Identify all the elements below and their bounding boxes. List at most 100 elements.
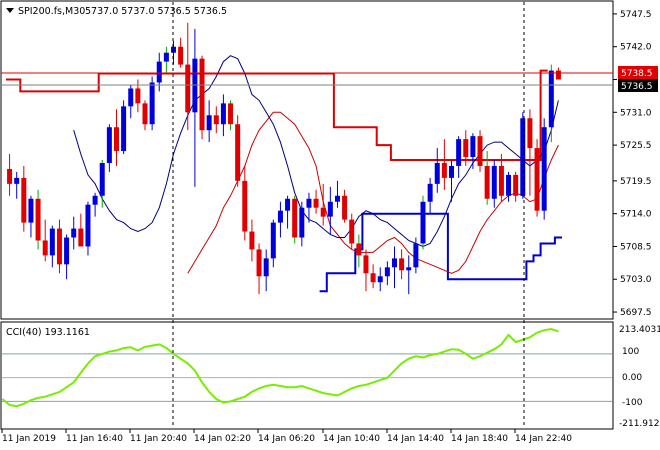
candle-body xyxy=(534,148,540,211)
candle xyxy=(484,151,490,205)
candle xyxy=(506,171,512,202)
price-pane[interactable] xyxy=(0,0,614,320)
candle xyxy=(456,136,462,178)
candle-body xyxy=(206,115,212,131)
price-tag-bid: 5738.5 xyxy=(618,66,658,79)
candle-body xyxy=(185,64,191,113)
time-axis-label: 14 Jan 10:40 xyxy=(323,434,380,444)
candle xyxy=(327,186,333,235)
time-axis-label: 14 Jan 14:40 xyxy=(387,434,444,444)
candle xyxy=(163,46,169,74)
candle-body xyxy=(299,207,305,238)
candle-body xyxy=(113,127,119,152)
candle-body xyxy=(213,115,219,125)
candle xyxy=(206,100,212,143)
candle-body xyxy=(399,258,405,271)
candle-body xyxy=(527,118,533,149)
candle-body xyxy=(292,198,298,238)
candle xyxy=(306,192,312,223)
candle xyxy=(171,40,177,65)
slow-moving-average xyxy=(187,111,559,274)
cci-level-0-label: 0.00 xyxy=(622,373,642,383)
session-separators xyxy=(172,2,525,428)
price-axis-label: 5731.0 xyxy=(620,108,652,118)
candle xyxy=(142,100,148,131)
candle-body xyxy=(441,162,447,178)
candle xyxy=(178,37,184,68)
candle xyxy=(199,55,205,140)
candle xyxy=(228,100,234,131)
price-axis-label: 5747.5 xyxy=(620,10,652,20)
candle xyxy=(263,249,269,292)
time-axis-label: 11 Jan 20:40 xyxy=(130,434,187,444)
candle-body xyxy=(220,103,226,125)
candle-body xyxy=(513,174,519,196)
candle-body xyxy=(342,195,348,220)
candle-body xyxy=(541,127,547,211)
price-axis-label: 5703.0 xyxy=(620,275,652,285)
candle-body xyxy=(242,180,248,232)
candle-body xyxy=(21,177,27,223)
candle xyxy=(427,177,433,214)
candle-body xyxy=(449,165,455,178)
candle xyxy=(92,192,98,217)
time-axis-label: 14 Jan 22:40 xyxy=(515,434,572,444)
candle-body xyxy=(228,103,234,125)
candle-body xyxy=(28,198,34,223)
candle xyxy=(491,160,497,208)
time-axis: 11 Jan 2019 11 Jan 16:40 11 Jan 20:40 14 Ja… xyxy=(1,429,572,444)
price-pane-border xyxy=(0,0,614,320)
candle xyxy=(292,195,298,244)
candle xyxy=(42,219,48,262)
price-axis-label: 5742.0 xyxy=(620,43,652,53)
candle xyxy=(334,180,340,208)
symbol-label: SPI200.fs,M30 xyxy=(18,6,85,17)
candle-body xyxy=(270,222,276,259)
candle-body xyxy=(349,219,355,244)
candle-body xyxy=(64,237,70,265)
candle-body xyxy=(49,228,55,256)
candle xyxy=(399,249,405,280)
candle-body xyxy=(520,118,526,196)
candle-body xyxy=(320,207,326,217)
cci-level-100-label: 100 xyxy=(622,347,639,357)
cci-min-label: -211.912 xyxy=(619,419,659,429)
candle xyxy=(299,201,305,247)
candle xyxy=(121,100,127,155)
cci-pane[interactable]: CCI(40) 193.1161 xyxy=(0,321,614,430)
candle-body xyxy=(171,46,177,53)
candle xyxy=(35,189,41,250)
candle-body xyxy=(327,201,333,217)
candle-body xyxy=(92,195,98,205)
candle xyxy=(349,213,355,250)
candle xyxy=(21,165,27,232)
candle xyxy=(185,22,191,131)
candle-body xyxy=(7,168,13,184)
candle-body xyxy=(548,70,554,128)
triangle-down-icon[interactable] xyxy=(6,8,14,13)
chart-header[interactable]: SPI200.fs,M30 5737.0 5737.0 5736.5 5736.… xyxy=(6,6,227,17)
candle-body xyxy=(456,139,462,166)
candle xyxy=(242,165,248,241)
cci-level-minus100-label: -100 xyxy=(622,398,643,408)
candle xyxy=(356,234,362,268)
candle-body xyxy=(427,183,433,202)
cci-axis: 213.4031 100 0.00 -100 -211.912 xyxy=(619,325,660,429)
ohlc-values: 5737.0 5737.0 5736.5 5736.5 xyxy=(85,6,227,17)
candle-body xyxy=(484,165,490,199)
candle-body xyxy=(413,243,419,268)
cci-label: CCI(40) 193.1161 xyxy=(6,327,90,338)
candle-body xyxy=(149,82,155,125)
candle-body xyxy=(85,204,91,247)
candle-body xyxy=(277,210,283,223)
candlesticks xyxy=(7,22,561,295)
candle xyxy=(541,118,547,220)
candle xyxy=(527,109,533,196)
candle-body xyxy=(391,258,397,268)
price-axis-label: 5714.0 xyxy=(620,210,652,220)
candle xyxy=(434,148,440,193)
cci-max-label: 213.4031 xyxy=(619,325,660,335)
candle xyxy=(71,216,77,250)
support-line xyxy=(319,212,562,293)
candle-body xyxy=(263,258,269,277)
